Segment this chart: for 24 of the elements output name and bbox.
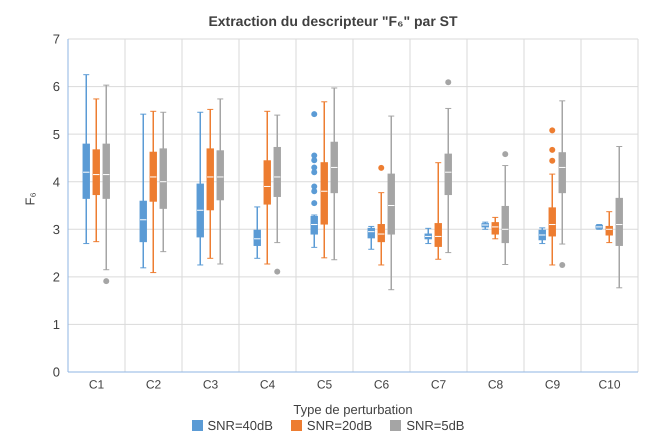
x-tick-label: C6 <box>374 378 390 392</box>
x-tick-label: C5 <box>316 378 332 392</box>
x-tick-label: C3 <box>202 378 218 392</box>
x-tick-label: C7 <box>430 378 446 392</box>
legend-label: SNR=40dB <box>206 418 273 433</box>
x-tick-label: C9 <box>544 378 560 392</box>
x-tick-label: C10 <box>598 378 621 392</box>
y-tick-label: 0 <box>52 364 60 380</box>
y-tick-label: 1 <box>52 317 60 332</box>
x-tick-label: C4 <box>260 378 276 392</box>
legend-label: SNR=20dB <box>306 418 372 433</box>
y-tick-label: 2 <box>52 269 60 284</box>
x-tick-label: C1 <box>88 378 104 392</box>
x-tick-label: C2 <box>146 378 162 392</box>
y-tick-label: 7 <box>52 32 60 47</box>
y-tick-label: 5 <box>52 126 60 142</box>
y-tick-label: 4 <box>52 174 60 190</box>
y-tick-label: 6 <box>52 79 60 94</box>
legend-label: SNR=5dB <box>405 418 464 433</box>
y-tick-label: 3 <box>52 222 60 237</box>
chart-title: Extraction du descripteur "F₆" par ST <box>208 13 458 29</box>
x-axis-title: Type de perturbation <box>293 402 413 417</box>
x-tick-label: C8 <box>488 378 504 392</box>
y-axis-title: F₆ <box>22 192 38 206</box>
